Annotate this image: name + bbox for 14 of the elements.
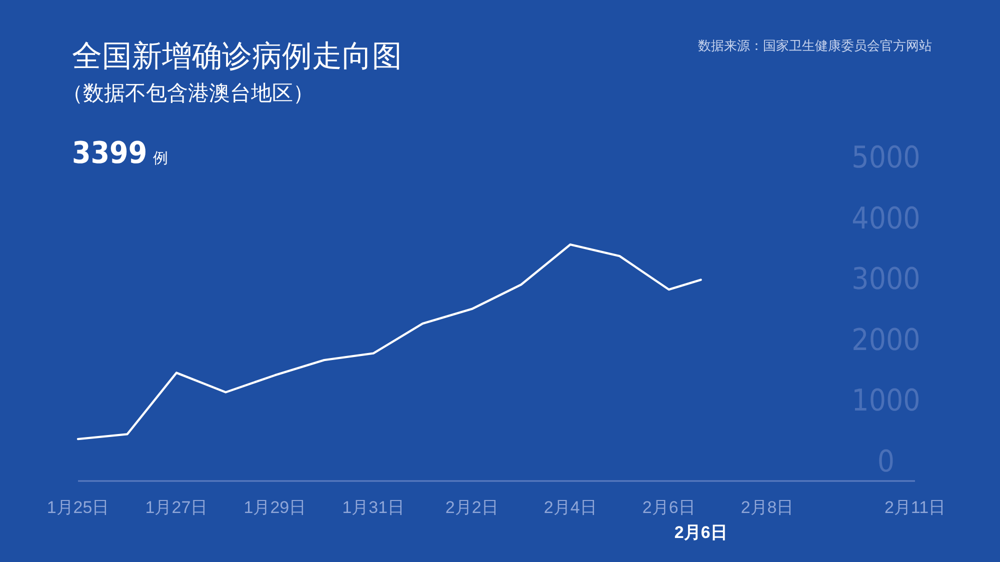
x-tick-label: 1月25日 bbox=[46, 498, 110, 517]
annotation: 3399 例 bbox=[72, 136, 168, 171]
x-tick-label: 2月8日 bbox=[740, 498, 794, 517]
x-tick-label: 2月2日 bbox=[445, 498, 498, 517]
chart-title: 全国新增确诊病例走向图 bbox=[72, 40, 402, 73]
x-tick-label: 1月31日 bbox=[342, 498, 405, 517]
text: 2月6日 bbox=[674, 523, 728, 542]
chart-subtitle: （数据不包含港澳台地区） bbox=[62, 82, 314, 105]
x-tick-label: 1月27日 bbox=[145, 498, 208, 517]
x-tick-label: 2月6日 bbox=[642, 498, 696, 517]
x-tick-label: 1月29日 bbox=[244, 498, 306, 517]
x-tick-label: 2月11日 bbox=[884, 498, 946, 517]
x-tick-label: 2月4日 bbox=[544, 498, 597, 517]
source-note: 数据来源：国家卫生健康委员会官方网站 bbox=[698, 38, 932, 53]
